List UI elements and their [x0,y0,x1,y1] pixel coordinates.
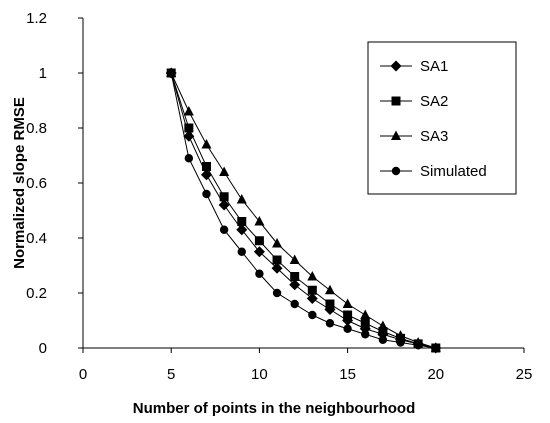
data-point-simulated [167,68,176,78]
data-point-sa3 [342,298,353,308]
data-point-simulated [308,310,317,320]
data-point-sa3 [395,330,406,340]
data-point-simulated [325,319,335,328]
data-point-simulated [290,299,299,309]
data-point-sa2 [201,162,211,171]
data-point-sa2 [254,236,264,246]
data-point-simulated [396,338,405,347]
legend-label: SA1 [420,58,448,75]
data-point-simulated [219,225,229,234]
data-point-sa2 [272,255,282,265]
legend-item-simulated: Simulated [380,163,487,180]
data-point-sa1 [306,293,318,304]
legend-marker [391,166,401,176]
y-tick-label: 1.2 [26,10,47,27]
data-point-simulated [237,247,246,256]
series-line-simulated [170,72,436,349]
data-point-sa2 [307,285,317,295]
data-point-sa3 [324,284,335,295]
x-tick-label: 10 [251,366,268,383]
data-point-simulated [255,269,264,278]
data-point-simulated [202,189,211,199]
data-point-sa2 [184,123,194,133]
data-point-sa2 [219,192,229,202]
data-point-sa3 [183,106,194,116]
data-point-simulated [378,335,388,344]
data-point-sa2 [378,327,388,336]
legend-item-sa2: SA2 [380,93,448,110]
series-sa3 [166,67,441,352]
data-point-sa1 [218,199,230,211]
legend-item-sa1: SA1 [380,58,448,75]
x-axis-title: Number of points in the neighbourhood [133,400,415,417]
data-point-simulated [272,288,282,298]
series-layer [165,67,442,354]
legend-label: Simulated [420,163,487,180]
data-point-simulated [361,330,370,339]
data-point-sa3 [307,271,318,281]
data-point-sa2 [290,272,300,281]
data-point-sa3 [254,216,265,226]
x-tick-label: 15 [339,366,356,383]
data-point-sa1 [236,224,248,236]
data-point-sa3 [219,166,230,176]
data-point-sa1 [253,246,265,258]
data-point-sa2 [325,299,335,309]
x-tick-label: 5 [167,366,175,383]
legend-label: SA2 [420,93,448,110]
y-axis-title: Normalized slope RMSE [11,97,28,269]
data-point-sa2 [237,217,247,226]
x-tick-label: 20 [427,366,444,383]
data-point-sa1 [289,279,301,291]
data-point-sa2 [360,318,370,328]
legend-label: SA3 [420,128,448,145]
data-point-sa2 [343,310,353,320]
y-tick-label: 0 [39,340,47,357]
data-point-sa3 [236,194,247,204]
series-line-sa3 [170,72,436,349]
data-point-simulated [343,324,352,333]
legend: SA1 SA2 SA3 Simulated [367,41,517,195]
legend-marker [390,60,402,72]
data-point-sa3 [289,254,300,264]
series-line-sa1 [170,72,436,349]
series-line-sa2 [170,72,436,349]
data-point-simulated [431,343,440,353]
data-point-simulated [413,341,423,350]
series-simulated [167,68,440,353]
data-point-sa3 [360,309,371,319]
y-tick-label: 0.6 [26,175,47,192]
data-point-sa3 [201,139,212,149]
data-point-sa3 [272,238,283,248]
axes: 0 5 10 15 20 25 0 0.2 0.4 0.6 0.8 1 1.2 [26,10,532,383]
data-point-sa1 [271,262,283,274]
legend-item-sa3: SA3 [380,128,448,145]
x-tick-label: 0 [79,366,87,383]
data-point-sa3 [377,320,388,330]
x-tick-label: 25 [516,366,533,383]
y-tick-label: 0.2 [26,285,47,302]
y-tick-label: 0.8 [26,120,47,137]
y-tick-label: 0.4 [26,230,47,247]
legend-marker [391,96,401,106]
data-point-simulated [184,154,194,163]
y-tick-label: 1 [39,65,47,82]
legend-marker [391,130,401,140]
